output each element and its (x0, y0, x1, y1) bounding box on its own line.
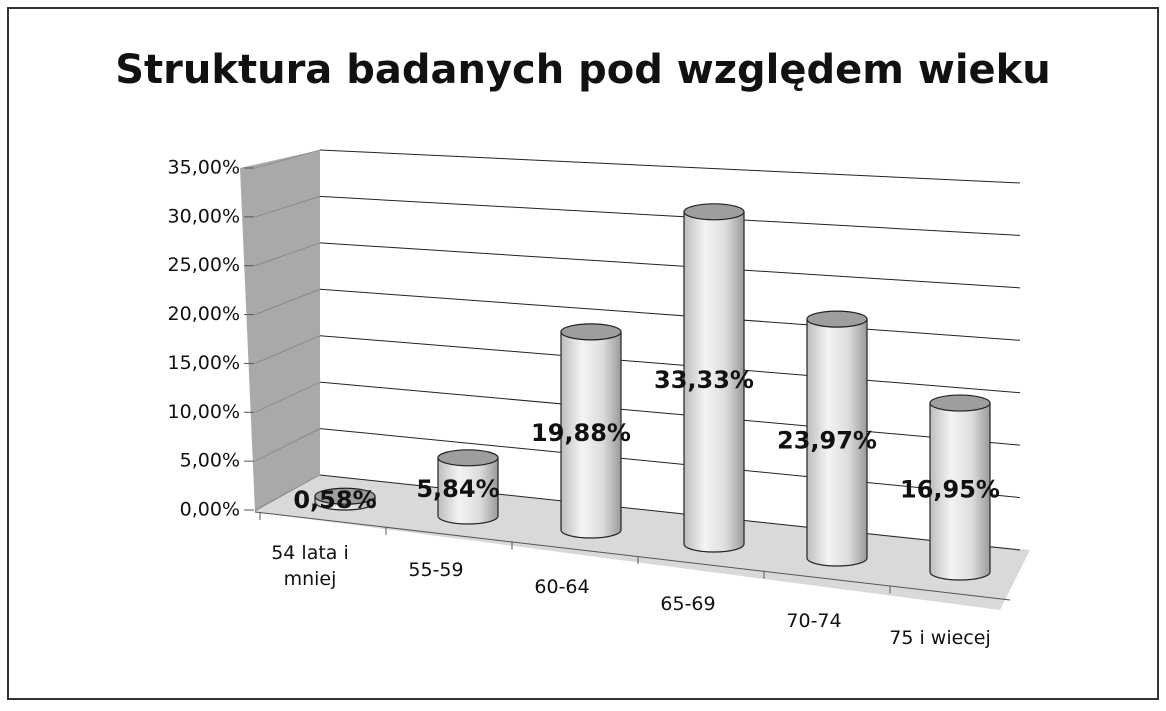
grid-line (319, 474, 1021, 551)
wall-grid-line (254, 196, 321, 218)
bar-top (929, 394, 991, 412)
grid-line (319, 288, 1021, 341)
grid-line (319, 149, 1021, 184)
y-tick-label: 25,00% (168, 254, 240, 276)
bar-top (806, 310, 868, 328)
y-tick-label: 30,00% (168, 205, 240, 227)
bar (437, 457, 499, 525)
bar (929, 402, 991, 581)
value-label: 16,95% (900, 476, 1000, 504)
x-tick-label: 75 i wiecej (889, 627, 991, 649)
wall-grid-line (254, 149, 321, 169)
side-wall (240, 150, 320, 512)
wall-grid-line (254, 242, 321, 266)
value-label: 5,84% (416, 475, 499, 503)
x-axis (254, 511, 1011, 601)
grid-line (319, 195, 1021, 236)
value-label: 33,33% (654, 366, 754, 394)
bar-top (683, 203, 745, 221)
x-tick-label: 70-74 (786, 610, 842, 632)
y-tick-label: 20,00% (168, 303, 240, 325)
y-tick-label: 35,00% (168, 157, 240, 179)
grid-line (319, 381, 1021, 446)
bar-top (560, 323, 622, 341)
wall-grid-line (254, 335, 321, 364)
value-label: 0,58% (293, 486, 376, 514)
chart-title: Struktura badanych pod względem wieku (115, 47, 1051, 93)
bar-top (314, 487, 376, 505)
value-label: 23,97% (777, 427, 877, 455)
grid-line (319, 335, 1021, 394)
x-tick-label: 55-59 (408, 559, 464, 581)
bar-top (437, 449, 499, 467)
y-tick-label: 0,00% (180, 499, 240, 521)
y-tick-label: 5,00% (180, 450, 240, 472)
bar (806, 318, 868, 567)
x-tick-label: 65-69 (660, 593, 716, 615)
grid-line (319, 428, 1021, 499)
y-tick-label: 10,00% (168, 401, 240, 423)
bar (683, 211, 745, 553)
bar (560, 331, 622, 539)
wall-grid-line (254, 428, 321, 462)
grid-line (319, 242, 1021, 289)
y-tick-label: 15,00% (168, 352, 240, 374)
wall-grid-line (254, 381, 321, 413)
x-tick-label: 54 lata i mniej (271, 542, 349, 590)
wall-grid-line (254, 474, 321, 511)
x-tick-label: 60-64 (534, 576, 590, 598)
value-label: 19,88% (531, 419, 631, 447)
wall-grid-line (254, 289, 321, 315)
